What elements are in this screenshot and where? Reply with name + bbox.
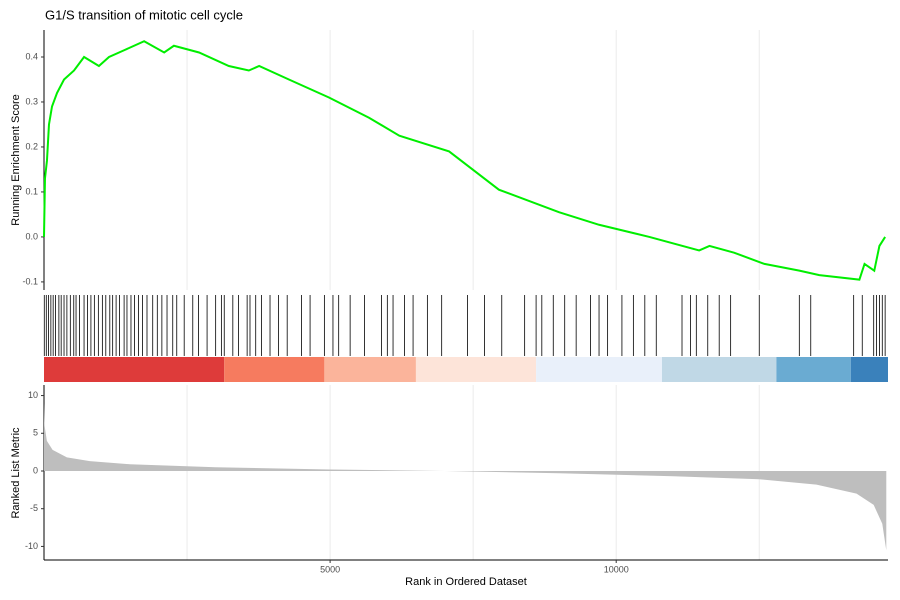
color-bar-segment — [224, 357, 325, 382]
x-tick-label: 5000 — [320, 564, 340, 574]
y-tick-label: 5 — [33, 428, 38, 438]
y-tick-label: 0.2 — [25, 141, 38, 151]
color-bar-segment — [415, 357, 537, 382]
color-bar-segment — [661, 357, 777, 382]
color-bar-segment — [324, 357, 416, 382]
y-tick-label: 0 — [33, 465, 38, 475]
y-axis-label: Running Enrichment Score — [10, 94, 22, 225]
chart-title: G1/S transition of mitotic cell cycle — [45, 7, 243, 22]
y-tick-label: -10 — [25, 541, 38, 551]
y-tick-label: -0.1 — [22, 276, 38, 286]
y-tick-label: 0.1 — [25, 186, 38, 196]
y-tick-label: 0.0 — [25, 231, 38, 241]
ranked-metric-area — [44, 403, 887, 551]
color-bar-segment — [536, 357, 662, 382]
y-axis-label: Ranked List Metric — [10, 427, 22, 519]
x-tick-label: 10000 — [604, 564, 629, 574]
enrichment-line — [43, 40, 886, 281]
y-tick-label: 0.4 — [25, 51, 38, 61]
x-axis-label: Rank in Ordered Dataset — [405, 576, 527, 588]
y-tick-label: 10 — [28, 390, 38, 400]
y-tick-label: -5 — [30, 503, 38, 513]
color-bar-segment — [850, 357, 888, 382]
color-bar-segment — [776, 357, 851, 382]
color-bar-segment — [44, 357, 225, 382]
y-tick-label: 0.3 — [25, 96, 38, 106]
